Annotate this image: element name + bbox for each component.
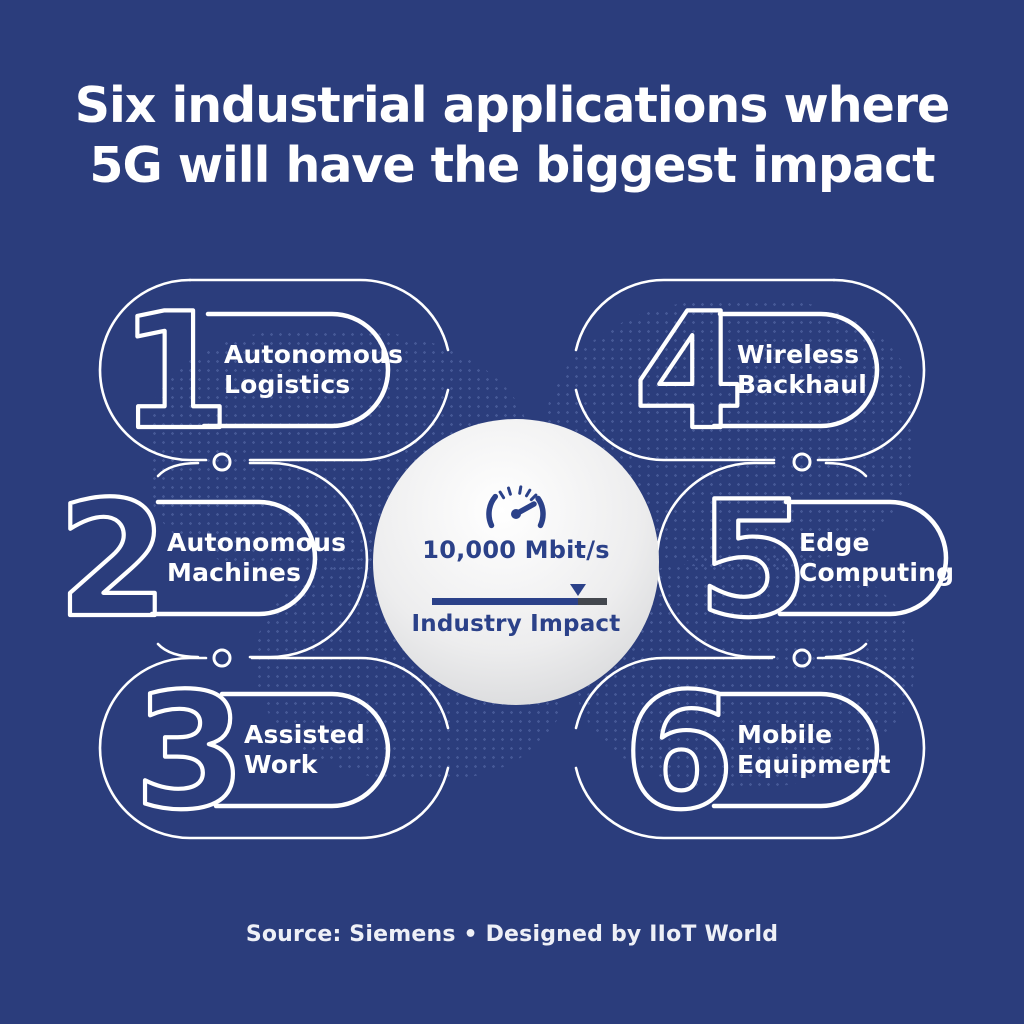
slider-track-filled [432, 598, 578, 605]
item-3-label: Assisted Work [244, 720, 365, 780]
item-2-pill [149, 499, 318, 617]
speedometer-icon [486, 485, 546, 529]
item-5-label-line-1: Edge [799, 528, 870, 557]
connector-node [212, 452, 232, 472]
item-3-outer-outline [98, 656, 450, 840]
item-4-label-line-2: Backhaul [737, 370, 868, 399]
item-1-pill [201, 311, 391, 429]
item-6-label-line-1: Mobile [737, 720, 833, 749]
item-6-label-line-2: Equipment [737, 750, 891, 779]
item-2-number: 2 [57, 466, 168, 653]
slider-marker-triangle [570, 584, 586, 596]
item-1-outer-outline [98, 278, 450, 462]
title-line-2: 5G will have the biggest impact [89, 137, 935, 194]
connector-node [792, 648, 812, 668]
center-circle [373, 419, 659, 705]
item-4-pill [711, 311, 880, 429]
item-4-outer-outline [574, 278, 926, 462]
item-3-label-line-1: Assisted [244, 720, 365, 749]
item-1-label: Autonomous Logistics [224, 340, 403, 400]
page-title: Six industrial applications where 5G wil… [12, 76, 1012, 196]
item-2-label-line-1: Autonomous [167, 528, 347, 557]
item-5-label: Edge Computing [799, 528, 954, 588]
item-1-number: 1 [119, 278, 230, 465]
item-3-pill [213, 691, 391, 809]
item-3-number: 3 [134, 658, 245, 845]
item-1-label-line-1: Autonomous [224, 340, 404, 369]
connector-node [792, 452, 812, 472]
item-5-pill [777, 499, 949, 617]
item-5-number: 5 [697, 466, 808, 653]
item-2-label: Autonomous Machines [167, 528, 346, 588]
item-2-label-line-2: Machines [167, 558, 302, 587]
item-5-label-line-2: Computing [799, 558, 955, 587]
item-4-label-line-1: Wireless [737, 340, 860, 369]
item-6-outer-outline [574, 656, 926, 840]
item-6-pill [711, 691, 880, 809]
item-1-label-line-2: Logistics [224, 370, 351, 399]
item-6-number: 6 [623, 658, 734, 845]
impact-slider [432, 584, 607, 605]
item-4-label: Wireless Backhaul [737, 340, 867, 400]
impact-label: Industry Impact [411, 611, 621, 637]
speed-value: 10,000 Mbit/s [422, 536, 610, 564]
source-credit: Source: Siemens • Designed by IIoT World [245, 922, 779, 947]
item-4-number: 4 [633, 278, 744, 465]
connector-node [212, 648, 232, 668]
item-3-label-line-2: Work [244, 750, 318, 779]
title-line-1: Six industrial applications where [74, 77, 951, 134]
item-6-label: Mobile Equipment [737, 720, 891, 780]
